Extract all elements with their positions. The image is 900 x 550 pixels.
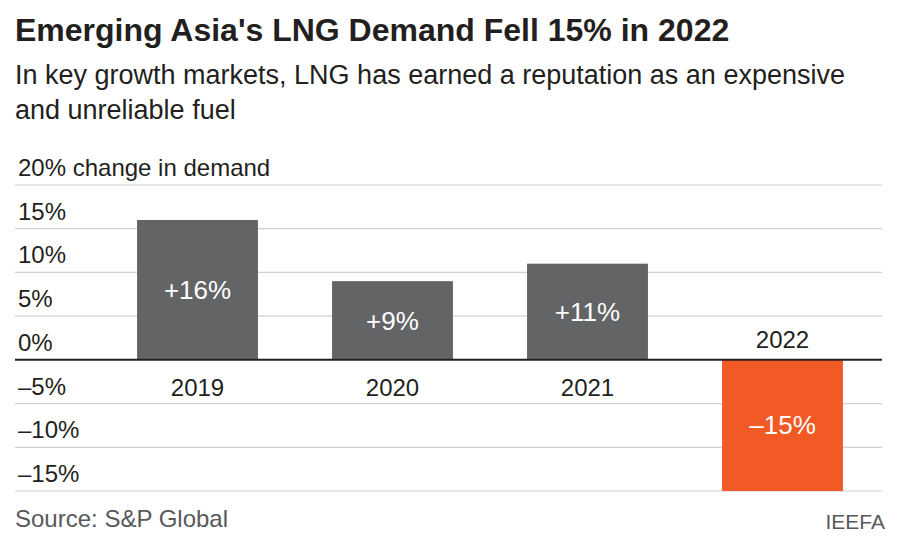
category-label: 2020 — [366, 374, 419, 401]
credit: IEEFA — [825, 510, 885, 534]
grid-line — [15, 184, 882, 185]
bar — [722, 360, 843, 491]
tick-label: –5% — [18, 373, 66, 400]
data-label: +11% — [555, 297, 620, 327]
tick-label: 10% — [18, 241, 66, 268]
tick-label: –10% — [18, 416, 79, 443]
zero-line — [15, 359, 882, 361]
category-label: 2019 — [171, 374, 224, 401]
subtitle: In key growth markets, LNG has earned a … — [15, 58, 880, 128]
category-label: 2022 — [756, 326, 809, 353]
tick-label: 0% — [18, 329, 53, 356]
bar — [527, 264, 648, 360]
bars — [137, 220, 843, 491]
tick-label: –15% — [18, 460, 79, 487]
bar — [332, 281, 453, 360]
chart: –15% –10% –5% 0% 5% 10% 15% 20% change in deman… — [0, 0, 900, 550]
data-label: –15% — [749, 410, 816, 440]
title: Emerging Asia's LNG Demand Fell 15% in 2… — [15, 12, 729, 49]
tick-label: 5% — [18, 285, 53, 312]
category-label: 2021 — [561, 374, 614, 401]
source: Source: S&P Global — [15, 505, 228, 533]
tick-label: 15% — [18, 198, 66, 225]
data-label: +16% — [164, 275, 231, 305]
data-label: +9% — [366, 306, 419, 336]
tick-label: 20% change in demand — [18, 154, 270, 181]
bar — [137, 220, 258, 360]
